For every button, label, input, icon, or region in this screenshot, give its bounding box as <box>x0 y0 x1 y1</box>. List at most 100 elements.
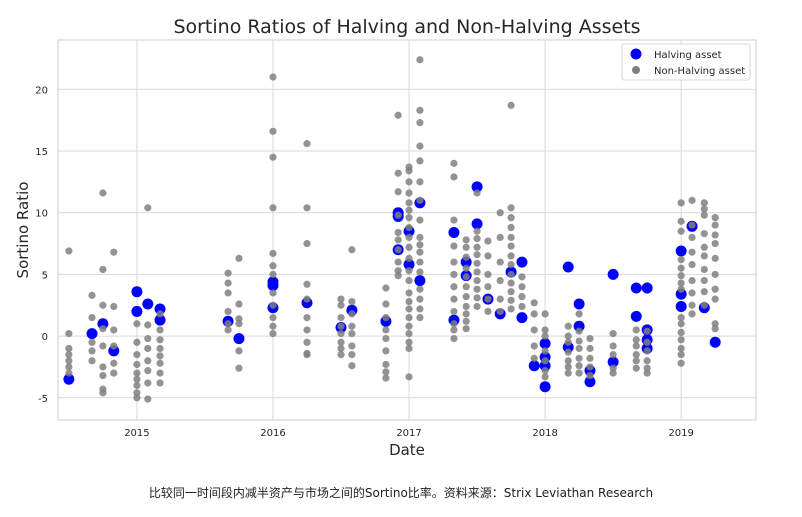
halving-point <box>516 256 528 268</box>
non-halving-point <box>462 293 470 301</box>
x-tick-label: 2019 <box>668 428 693 439</box>
non-halving-point <box>405 214 413 222</box>
non-halving-point <box>405 199 413 207</box>
non-halving-point <box>677 279 685 287</box>
non-halving-point <box>462 325 470 333</box>
non-halving-point <box>496 258 504 266</box>
non-halving-point <box>405 223 413 232</box>
non-halving-point <box>462 317 470 325</box>
non-halving-point <box>507 296 515 304</box>
halving-point <box>131 305 143 317</box>
halving-point <box>630 310 642 322</box>
non-halving-point <box>450 326 458 334</box>
non-halving-point <box>405 276 413 285</box>
legend-halving-label: Halving asset <box>654 50 722 61</box>
non-halving-point <box>711 239 719 248</box>
non-halving-point <box>484 295 492 303</box>
non-halving-point <box>156 326 164 334</box>
non-halving-point <box>303 280 311 288</box>
non-halving-point <box>575 369 583 377</box>
non-halving-point <box>394 188 402 196</box>
sortino-scatter-chart: Sortino Ratios of Halving and Non-Halvin… <box>14 16 757 459</box>
non-halving-point <box>416 305 424 313</box>
legend-box <box>621 43 751 81</box>
non-halving-point <box>269 249 277 258</box>
non-halving-point <box>235 364 243 372</box>
non-halving-point <box>65 247 73 255</box>
non-halving-point <box>700 252 708 260</box>
non-halving-point <box>609 369 617 377</box>
non-halving-point <box>133 381 141 390</box>
non-halving-point <box>484 283 492 291</box>
non-halving-point <box>405 305 413 313</box>
halving-point <box>86 328 98 340</box>
non-halving-point <box>235 347 243 355</box>
non-halving-point <box>88 291 96 299</box>
non-halving-point <box>65 344 73 353</box>
non-halving-point <box>484 270 492 279</box>
non-halving-point <box>405 178 413 186</box>
non-halving-point <box>507 214 515 222</box>
non-halving-point <box>382 360 390 369</box>
non-halving-point <box>677 359 685 367</box>
non-halving-point <box>269 204 277 212</box>
non-halving-point <box>462 253 470 261</box>
non-halving-point <box>65 363 73 371</box>
non-halving-point <box>496 209 504 217</box>
non-halving-point <box>156 379 164 387</box>
non-halving-point <box>405 206 413 214</box>
non-halving-point <box>405 243 413 251</box>
non-halving-point <box>348 322 356 330</box>
non-halving-point <box>144 367 152 375</box>
non-halving-point <box>564 363 572 371</box>
non-halving-point <box>133 375 141 383</box>
non-halving-point <box>133 320 141 328</box>
non-halving-point <box>473 259 481 267</box>
legend: Halving asset Non-Halving asset <box>621 43 751 81</box>
non-halving-point <box>609 342 617 350</box>
non-halving-point <box>348 310 356 318</box>
non-halving-point <box>235 254 243 262</box>
non-halving-point <box>269 322 277 330</box>
non-halving-point <box>394 169 402 177</box>
non-halving-point <box>224 320 232 328</box>
non-halving-point <box>677 199 685 207</box>
non-halving-point <box>711 214 719 222</box>
non-halving-point <box>462 310 470 318</box>
non-halving-point <box>416 157 424 165</box>
x-tick-label: 2018 <box>532 428 557 439</box>
non-halving-point <box>303 295 311 303</box>
non-halving-point <box>473 276 481 285</box>
non-halving-point <box>405 267 413 275</box>
non-halving-point <box>677 320 685 328</box>
non-halving-point <box>394 228 402 237</box>
non-halving-point <box>405 297 413 306</box>
halving-point <box>584 376 596 388</box>
non-halving-point <box>337 301 345 309</box>
non-halving-point <box>348 330 356 338</box>
halving-point <box>709 336 721 348</box>
non-halving-point <box>575 310 583 318</box>
non-halving-point <box>688 289 696 297</box>
non-halving-point <box>473 243 481 251</box>
non-halving-point <box>700 288 708 296</box>
non-halving-point <box>394 258 402 266</box>
non-halving-point <box>303 338 311 346</box>
non-halving-point <box>416 233 424 242</box>
non-halving-point <box>677 336 685 344</box>
non-halving-point <box>269 73 277 81</box>
non-halving-point <box>541 326 549 334</box>
non-halving-point <box>405 344 413 353</box>
non-halving-point <box>530 342 538 350</box>
non-halving-point <box>110 302 118 311</box>
halving-point <box>573 298 585 310</box>
non-halving-point <box>700 276 708 285</box>
non-halving-point <box>450 242 458 250</box>
non-halving-point <box>110 359 118 367</box>
non-halving-point <box>224 269 232 277</box>
non-halving-point <box>269 127 277 135</box>
non-halving-point <box>416 178 424 186</box>
non-halving-point <box>348 342 356 350</box>
non-halving-point <box>677 272 685 280</box>
non-halving-point <box>507 223 515 232</box>
